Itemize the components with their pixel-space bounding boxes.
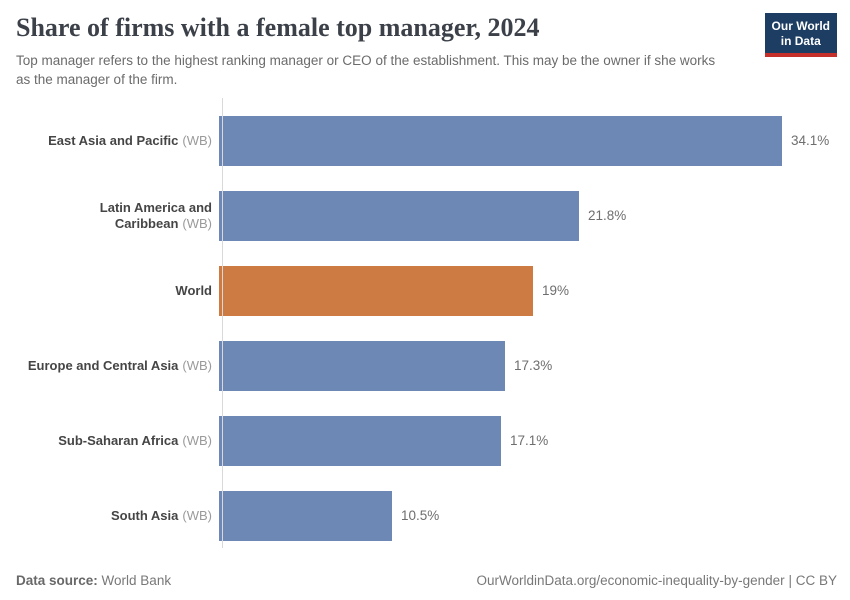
bar-track: 17.1%	[219, 415, 850, 466]
chart-footer: Data source: World Bank OurWorldinData.o…	[16, 573, 837, 588]
bar-track: 10.5%	[219, 490, 850, 541]
category-name: Latin America and Caribbean	[99, 199, 212, 231]
owid-logo-line2: in Data	[780, 34, 821, 48]
category-name: World	[175, 282, 212, 298]
data-source-label: Data source:	[16, 573, 98, 588]
bar-sub-saharan-africa[interactable]	[219, 415, 501, 466]
category-qualifier: (WB)	[182, 132, 212, 148]
category-name: East Asia and Pacific	[48, 132, 179, 148]
category-label: Europe and Central Asia (WB)	[0, 358, 217, 374]
data-source-value: World Bank	[101, 573, 172, 588]
value-label: 17.3%	[514, 358, 553, 373]
category-name: South Asia	[110, 507, 179, 523]
bar-chart: East Asia and Pacific (WB) 34.1% Latin Amer…	[0, 98, 850, 553]
bar-track: 21.8%	[219, 190, 850, 241]
license-label: CC BY	[795, 573, 837, 588]
category-label: Latin America and Caribbean (WB)	[0, 200, 217, 232]
y-axis-line	[222, 98, 223, 548]
category-qualifier: (WB)	[182, 507, 212, 523]
category-label: World	[0, 283, 217, 299]
data-source-note: Data source: World Bank	[16, 573, 171, 588]
footer-separator: |	[788, 573, 792, 588]
bar-latin-america-and-caribbean[interactable]	[219, 190, 579, 241]
value-label: 34.1%	[791, 133, 830, 148]
owid-logo-line1: Our World	[771, 19, 830, 33]
category-qualifier: (WB)	[182, 432, 212, 448]
chart-subtitle: Top manager refers to the highest rankin…	[16, 53, 716, 87]
chart-row: Latin America and Caribbean (WB) 21.8%	[0, 178, 850, 253]
bar-track: 19%	[219, 265, 850, 316]
chart-title: Share of firms with a female top manager…	[16, 13, 540, 42]
chart-row: Europe and Central Asia (WB) 17.3%	[0, 328, 850, 403]
chart-row: Sub-Saharan Africa (WB) 17.1%	[0, 403, 850, 478]
bar-south-asia[interactable]	[219, 490, 392, 541]
value-label: 21.8%	[588, 208, 627, 223]
category-qualifier: (WB)	[182, 215, 212, 231]
chart-rows: East Asia and Pacific (WB) 34.1% Latin Amer…	[0, 103, 850, 553]
chart-row: East Asia and Pacific (WB) 34.1%	[0, 103, 850, 178]
value-label: 10.5%	[401, 508, 440, 523]
owid-url[interactable]: OurWorldinData.org/economic-inequality-b…	[476, 573, 785, 588]
bar-track: 17.3%	[219, 340, 850, 391]
bar-east-asia-and-pacific[interactable]	[219, 115, 782, 166]
value-label: 17.1%	[510, 433, 549, 448]
chart-header: Share of firms with a female top manager…	[16, 13, 837, 89]
owid-logo[interactable]: Our World in Data	[764, 13, 837, 57]
value-label: 19%	[542, 283, 570, 298]
chart-row: World 19%	[0, 253, 850, 328]
footer-url-license[interactable]: OurWorldinData.org/economic-inequality-b…	[477, 573, 837, 588]
category-name: Sub-Saharan Africa	[58, 432, 179, 448]
chart-row: South Asia (WB) 10.5%	[0, 478, 850, 553]
bar-world[interactable]	[219, 265, 533, 316]
bar-track: 34.1%	[219, 115, 850, 166]
category-label: Sub-Saharan Africa (WB)	[0, 433, 217, 449]
header-text: Share of firms with a female top manager…	[16, 13, 716, 89]
category-label: South Asia (WB)	[0, 508, 217, 524]
category-name: Europe and Central Asia	[27, 357, 179, 373]
category-label: East Asia and Pacific (WB)	[0, 133, 217, 149]
bar-europe-and-central-asia[interactable]	[219, 340, 505, 391]
category-qualifier: (WB)	[182, 357, 212, 373]
